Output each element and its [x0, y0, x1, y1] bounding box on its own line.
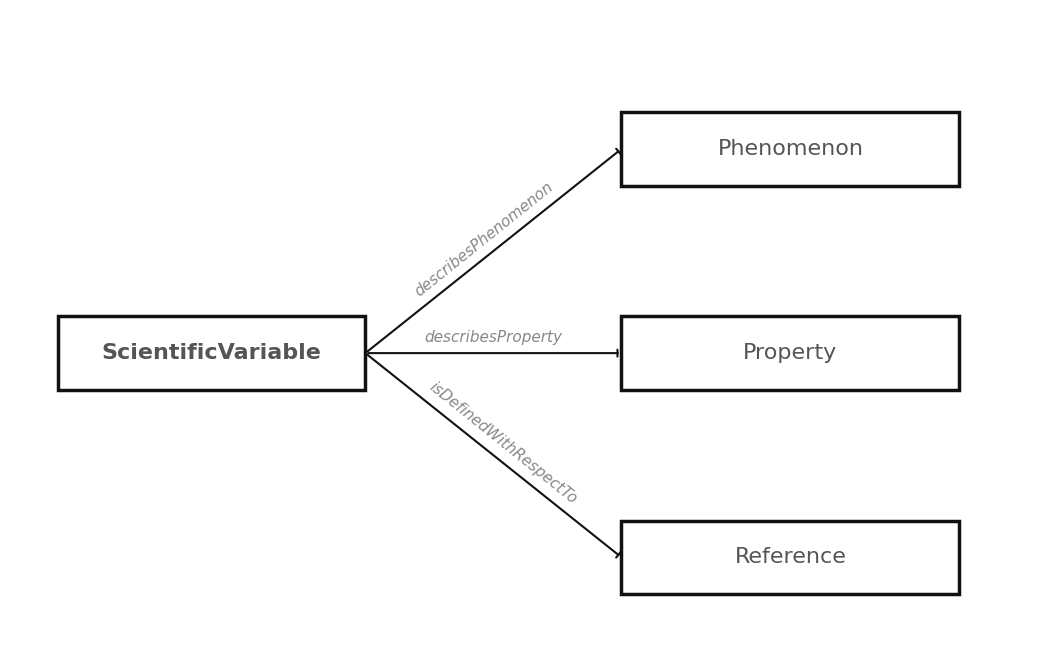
Text: Reference: Reference [735, 547, 846, 567]
Text: ScientificVariable: ScientificVariable [102, 343, 322, 363]
Text: describesProperty: describesProperty [425, 331, 563, 346]
Text: describesPhenomenon: describesPhenomenon [411, 179, 555, 299]
FancyBboxPatch shape [58, 316, 365, 390]
FancyBboxPatch shape [622, 521, 959, 594]
FancyBboxPatch shape [622, 112, 959, 186]
Text: Phenomenon: Phenomenon [717, 139, 864, 159]
Text: isDefinedWithRespectTo: isDefinedWithRespectTo [427, 379, 580, 507]
FancyBboxPatch shape [622, 316, 959, 390]
Text: Property: Property [743, 343, 838, 363]
